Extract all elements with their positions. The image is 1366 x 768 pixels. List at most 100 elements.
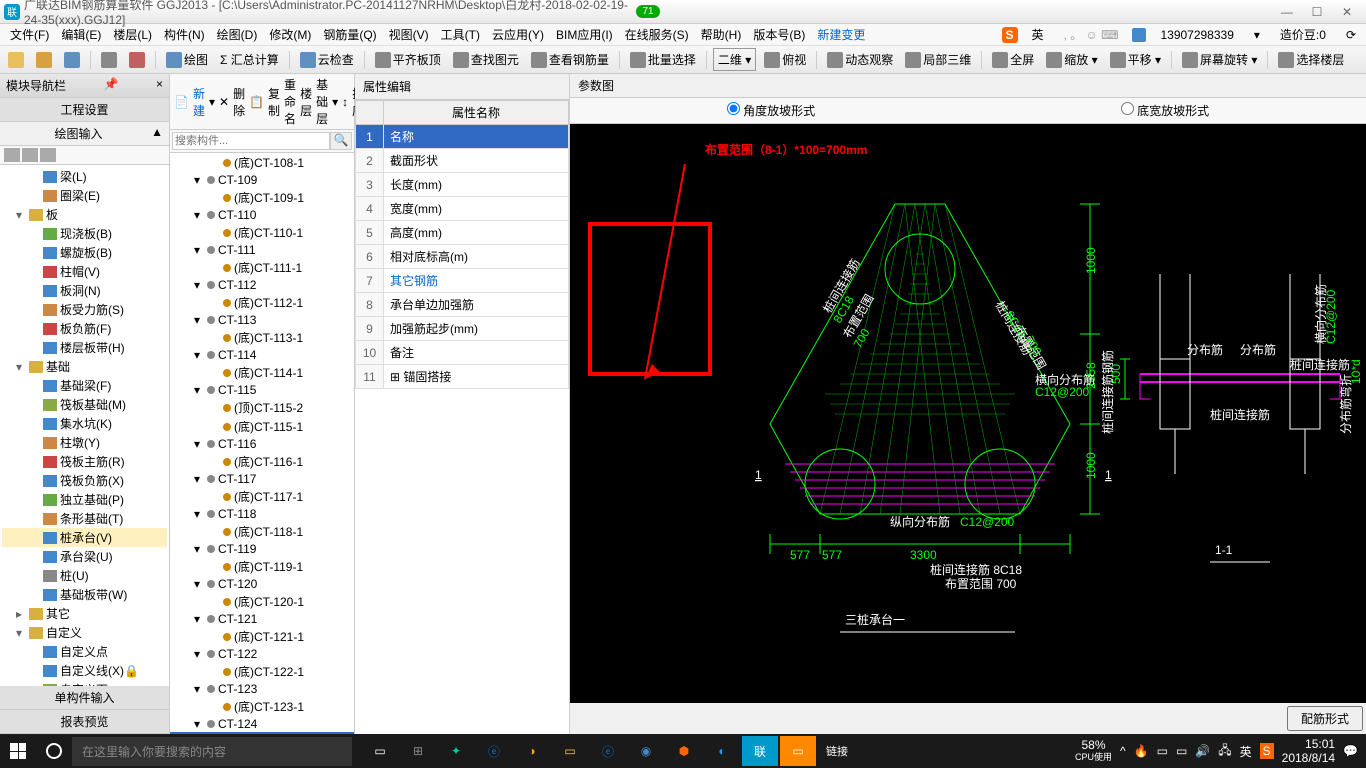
drawing-canvas[interactable]: 布置范围（8-1）*100=700mm [570, 124, 1366, 703]
desktop-link[interactable]: 链接 [826, 743, 848, 759]
rename-button[interactable]: 重命名 [284, 76, 296, 127]
toolbar-button[interactable]: 选择楼层 [1274, 49, 1348, 70]
toolbar-button[interactable]: 缩放 ▾ [1042, 49, 1101, 70]
instance-node[interactable]: (底)CT-117-1 [170, 487, 354, 506]
instance-node[interactable]: ▾CT-117 [170, 471, 354, 487]
toolbar-button[interactable]: 查看钢筋量 [527, 49, 613, 70]
user-avatar-icon[interactable] [1132, 28, 1146, 42]
search-input[interactable] [172, 132, 330, 150]
tree-node[interactable]: 板洞(N) [2, 281, 167, 300]
instance-node[interactable]: ▾CT-116 [170, 436, 354, 452]
slope-angle-radio[interactable]: 角度放坡形式 [727, 102, 815, 119]
tree-node[interactable]: 板受力筋(S) [2, 300, 167, 319]
toolbar-button[interactable]: 查找图元 [449, 49, 523, 70]
instance-node[interactable]: ▾CT-122 [170, 646, 354, 662]
instance-node[interactable]: (底)CT-116-1 [170, 452, 354, 471]
tree-node[interactable]: 自定义线(X)🔒 [2, 661, 167, 680]
property-row[interactable]: 10备注 [356, 341, 569, 365]
tree-node[interactable]: 独立基础(P) [2, 490, 167, 509]
tab-single-input[interactable]: 单构件输入 [0, 686, 169, 710]
clock[interactable]: 15:012018/8/14 [1282, 737, 1335, 766]
app-icon[interactable]: ▭ [780, 736, 816, 766]
tree-node[interactable]: 柱帽(V) [2, 262, 167, 281]
tree-node[interactable]: 现浇板(B) [2, 224, 167, 243]
ie-icon[interactable]: ⓔ [590, 736, 626, 766]
tray-volume-icon[interactable]: 🔊 [1195, 744, 1210, 758]
toolbar-button[interactable]: 二维 ▾ [713, 48, 756, 71]
toolbar-button[interactable]: 批量选择 [626, 49, 700, 70]
tab-report[interactable]: 报表预览 [0, 710, 169, 734]
tree-node[interactable]: 筏板主筋(R) [2, 452, 167, 471]
menu-item[interactable]: 文件(F) [4, 26, 55, 43]
property-row[interactable]: 1名称 [356, 125, 569, 149]
instance-node[interactable]: (底)CT-119-1 [170, 557, 354, 576]
toolbar-button[interactable]: 云检查 [296, 49, 358, 70]
toolbar-button[interactable] [125, 50, 149, 70]
menu-item[interactable]: 云应用(Y) [486, 26, 550, 43]
tray-icon[interactable]: 🔥 [1134, 744, 1149, 758]
tree-node[interactable]: ▸其它 [2, 604, 167, 623]
menu-item[interactable]: 视图(V) [383, 26, 435, 43]
new-change-button[interactable]: 新建变更 [811, 26, 871, 43]
tray-ime-icon[interactable]: S [1260, 743, 1274, 759]
tree-node[interactable]: 基础梁(F) [2, 376, 167, 395]
start-button[interactable] [0, 734, 36, 768]
delete-button[interactable]: 删除 [233, 85, 245, 119]
tree-node[interactable]: 梁(L) [2, 167, 167, 186]
instance-node[interactable]: (底)CT-112-1 [170, 293, 354, 312]
minimize-button[interactable]: — [1272, 5, 1302, 19]
tree-node[interactable]: ▾基础 [2, 357, 167, 376]
instance-node[interactable]: ▾CT-111 [170, 242, 354, 258]
tree-node[interactable]: 螺旋板(B) [2, 243, 167, 262]
instance-node[interactable]: (底)CT-114-1 [170, 363, 354, 382]
task-view-icon[interactable]: ▭ [362, 736, 398, 766]
menu-item[interactable]: 钢筋量(Q) [317, 26, 382, 43]
toolbar-button[interactable]: 平齐板顶 [371, 49, 445, 70]
tray-up-icon[interactable]: ^ [1120, 744, 1126, 758]
tree-node[interactable]: 桩承台(V) [2, 528, 167, 547]
toolbar-button[interactable] [4, 50, 28, 70]
property-row[interactable]: 11⊞ 锚固搭接 [356, 365, 569, 389]
menu-item[interactable]: 版本号(B) [747, 26, 811, 43]
instance-node[interactable]: ▾CT-114 [170, 347, 354, 363]
toolbar-button[interactable]: 局部三维 [901, 49, 975, 70]
instance-node[interactable]: (底)CT-108-1 [170, 153, 354, 172]
instance-node[interactable]: (底)CT-120-1 [170, 592, 354, 611]
refresh-icon[interactable]: ⟳ [1340, 28, 1362, 42]
tree-node[interactable]: 圈梁(E) [2, 186, 167, 205]
instance-node[interactable]: (底)CT-111-1 [170, 258, 354, 277]
slope-width-radio[interactable]: 底宽放坡形式 [1121, 102, 1209, 119]
maximize-button[interactable]: ☐ [1302, 5, 1332, 19]
instance-node[interactable]: (底)CT-122-1 [170, 662, 354, 681]
instance-node[interactable]: ▾CT-113 [170, 312, 354, 328]
instance-node[interactable]: (底)CT-109-1 [170, 188, 354, 207]
toolbar-button[interactable]: Σ 汇总计算 [216, 49, 283, 70]
tree-node[interactable]: 筏板负筋(X) [2, 471, 167, 490]
instance-node[interactable]: ▾CT-109 [170, 172, 354, 188]
property-row[interactable]: 6相对底标高(m) [356, 245, 569, 269]
instance-node[interactable]: (底)CT-118-1 [170, 522, 354, 541]
tab-draw-input[interactable]: 绘图输入 ▲ [0, 122, 169, 146]
menu-item[interactable]: 在线服务(S) [619, 26, 695, 43]
toolbar-button[interactable]: 绘图 [162, 49, 212, 70]
toolbar-button[interactable]: 屏幕旋转 ▾ [1178, 49, 1261, 70]
app-icon[interactable]: ◑ [514, 736, 550, 766]
user-id[interactable]: 13907298339 [1154, 28, 1239, 42]
rebar-form-button[interactable]: 配筋形式 [1287, 706, 1363, 731]
instance-node[interactable]: (底)CT-113-1 [170, 328, 354, 347]
baselayer-button[interactable]: 基础层 [316, 76, 328, 127]
taskbar-search[interactable]: 在这里输入你要搜索的内容 [72, 737, 352, 766]
menu-item[interactable]: 工具(T) [435, 26, 486, 43]
edge-icon[interactable]: ⓔ [476, 736, 512, 766]
explorer-icon[interactable]: ▭ [552, 736, 588, 766]
tree-node[interactable]: ▾自定义 [2, 623, 167, 642]
tray-network-icon[interactable]: 🖧 [1218, 741, 1231, 762]
copy-button[interactable]: 复制 [268, 85, 280, 119]
instance-node[interactable]: ▾CT-112 [170, 277, 354, 293]
tree-node[interactable]: 条形基础(T) [2, 509, 167, 528]
property-row[interactable]: 7其它钢筋 [356, 269, 569, 293]
tree-node[interactable]: 集水坑(K) [2, 414, 167, 433]
property-row[interactable]: 9加强筋起步(mm) [356, 317, 569, 341]
app-icon[interactable]: 联 [742, 736, 778, 766]
tree-node[interactable]: 柱墩(Y) [2, 433, 167, 452]
